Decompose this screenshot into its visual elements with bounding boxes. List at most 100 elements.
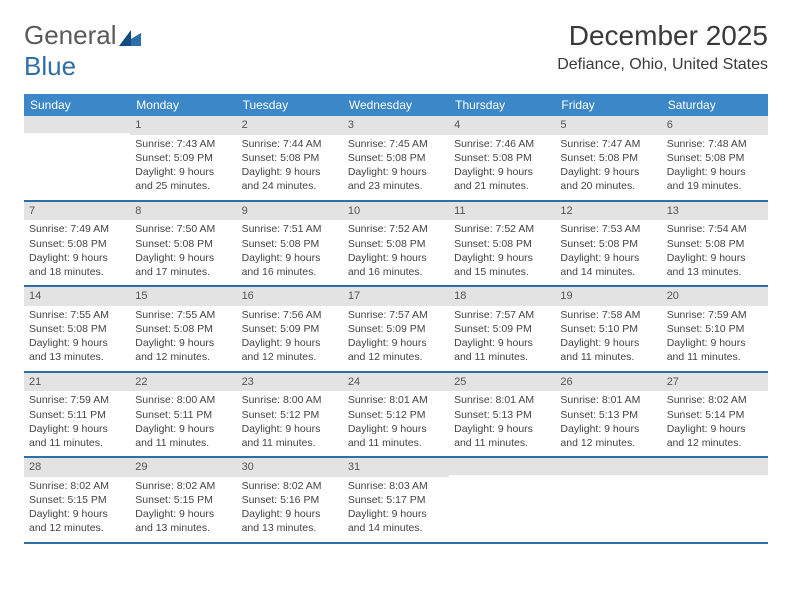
- day-number: 13: [662, 202, 768, 221]
- calendar-week-row: 14Sunrise: 7:55 AMSunset: 5:08 PMDayligh…: [24, 287, 768, 373]
- day-cell: 24Sunrise: 8:01 AMSunset: 5:12 PMDayligh…: [343, 373, 449, 457]
- day-number: 5: [555, 116, 661, 135]
- day-number: 1: [130, 116, 236, 135]
- day-number: 17: [343, 287, 449, 306]
- day-detail: Sunrise: 7:46 AMSunset: 5:08 PMDaylight:…: [449, 135, 555, 200]
- day-detail: Sunrise: 7:44 AMSunset: 5:08 PMDaylight:…: [237, 135, 343, 200]
- day-number: 29: [130, 458, 236, 477]
- day-detail: Sunrise: 8:01 AMSunset: 5:13 PMDaylight:…: [449, 391, 555, 456]
- day-cell: 15Sunrise: 7:55 AMSunset: 5:08 PMDayligh…: [130, 287, 236, 371]
- day-cell: 21Sunrise: 7:59 AMSunset: 5:11 PMDayligh…: [24, 373, 130, 457]
- day-number: 12: [555, 202, 661, 221]
- day-detail: Sunrise: 7:57 AMSunset: 5:09 PMDaylight:…: [449, 306, 555, 371]
- day-cell: 9Sunrise: 7:51 AMSunset: 5:08 PMDaylight…: [237, 202, 343, 286]
- day-cell: 22Sunrise: 8:00 AMSunset: 5:11 PMDayligh…: [130, 373, 236, 457]
- day-detail: Sunrise: 7:55 AMSunset: 5:08 PMDaylight:…: [130, 306, 236, 371]
- logo-mark-icon: [119, 22, 141, 53]
- day-cell: 13Sunrise: 7:54 AMSunset: 5:08 PMDayligh…: [662, 202, 768, 286]
- day-number: 23: [237, 373, 343, 392]
- day-number: 19: [555, 287, 661, 306]
- day-number: 24: [343, 373, 449, 392]
- day-cell: 25Sunrise: 8:01 AMSunset: 5:13 PMDayligh…: [449, 373, 555, 457]
- day-number: 31: [343, 458, 449, 477]
- weekday-header: Saturday: [662, 94, 768, 116]
- day-cell: [449, 458, 555, 542]
- day-detail: Sunrise: 7:52 AMSunset: 5:08 PMDaylight:…: [343, 220, 449, 285]
- day-cell: 12Sunrise: 7:53 AMSunset: 5:08 PMDayligh…: [555, 202, 661, 286]
- day-number: 15: [130, 287, 236, 306]
- weekday-header-row: SundayMondayTuesdayWednesdayThursdayFrid…: [24, 94, 768, 116]
- day-number: 20: [662, 287, 768, 306]
- weekday-header: Sunday: [24, 94, 130, 116]
- logo: GeneralBlue: [24, 20, 141, 82]
- calendar: SundayMondayTuesdayWednesdayThursdayFrid…: [24, 94, 768, 544]
- day-cell: 1Sunrise: 7:43 AMSunset: 5:09 PMDaylight…: [130, 116, 236, 200]
- day-cell: 16Sunrise: 7:56 AMSunset: 5:09 PMDayligh…: [237, 287, 343, 371]
- day-cell: 23Sunrise: 8:00 AMSunset: 5:12 PMDayligh…: [237, 373, 343, 457]
- day-detail: Sunrise: 7:55 AMSunset: 5:08 PMDaylight:…: [24, 306, 130, 371]
- day-detail: Sunrise: 7:56 AMSunset: 5:09 PMDaylight:…: [237, 306, 343, 371]
- logo-text-blue: Blue: [24, 51, 76, 81]
- calendar-week-row: 28Sunrise: 8:02 AMSunset: 5:15 PMDayligh…: [24, 458, 768, 544]
- day-number: 8: [130, 202, 236, 221]
- day-detail: Sunrise: 8:02 AMSunset: 5:14 PMDaylight:…: [662, 391, 768, 456]
- day-detail: Sunrise: 8:01 AMSunset: 5:12 PMDaylight:…: [343, 391, 449, 456]
- day-detail: Sunrise: 7:50 AMSunset: 5:08 PMDaylight:…: [130, 220, 236, 285]
- day-cell: 14Sunrise: 7:55 AMSunset: 5:08 PMDayligh…: [24, 287, 130, 371]
- day-detail: Sunrise: 7:53 AMSunset: 5:08 PMDaylight:…: [555, 220, 661, 285]
- day-detail: Sunrise: 8:02 AMSunset: 5:16 PMDaylight:…: [237, 477, 343, 542]
- day-cell: 4Sunrise: 7:46 AMSunset: 5:08 PMDaylight…: [449, 116, 555, 200]
- day-number: 27: [662, 373, 768, 392]
- day-cell: 10Sunrise: 7:52 AMSunset: 5:08 PMDayligh…: [343, 202, 449, 286]
- day-number: 28: [24, 458, 130, 477]
- day-detail: Sunrise: 8:00 AMSunset: 5:12 PMDaylight:…: [237, 391, 343, 456]
- day-cell: 7Sunrise: 7:49 AMSunset: 5:08 PMDaylight…: [24, 202, 130, 286]
- calendar-week-row: 1Sunrise: 7:43 AMSunset: 5:09 PMDaylight…: [24, 116, 768, 202]
- weekday-header: Tuesday: [237, 94, 343, 116]
- day-number: 11: [449, 202, 555, 221]
- logo-text-general: General: [24, 20, 117, 50]
- calendar-week-row: 21Sunrise: 7:59 AMSunset: 5:11 PMDayligh…: [24, 373, 768, 459]
- day-number: 3: [343, 116, 449, 135]
- day-cell: 5Sunrise: 7:47 AMSunset: 5:08 PMDaylight…: [555, 116, 661, 200]
- day-number: 30: [237, 458, 343, 477]
- day-cell: 6Sunrise: 7:48 AMSunset: 5:08 PMDaylight…: [662, 116, 768, 200]
- day-number: 26: [555, 373, 661, 392]
- day-detail: Sunrise: 7:54 AMSunset: 5:08 PMDaylight:…: [662, 220, 768, 285]
- day-number: 16: [237, 287, 343, 306]
- day-cell: 29Sunrise: 8:02 AMSunset: 5:15 PMDayligh…: [130, 458, 236, 542]
- day-number: [662, 458, 768, 475]
- day-cell: [662, 458, 768, 542]
- day-detail: Sunrise: 7:57 AMSunset: 5:09 PMDaylight:…: [343, 306, 449, 371]
- day-cell: 17Sunrise: 7:57 AMSunset: 5:09 PMDayligh…: [343, 287, 449, 371]
- day-detail: Sunrise: 8:00 AMSunset: 5:11 PMDaylight:…: [130, 391, 236, 456]
- day-detail: Sunrise: 8:02 AMSunset: 5:15 PMDaylight:…: [130, 477, 236, 542]
- day-cell: 11Sunrise: 7:52 AMSunset: 5:08 PMDayligh…: [449, 202, 555, 286]
- weekday-header: Wednesday: [343, 94, 449, 116]
- weekday-header: Monday: [130, 94, 236, 116]
- calendar-body: 1Sunrise: 7:43 AMSunset: 5:09 PMDaylight…: [24, 116, 768, 544]
- day-detail: Sunrise: 7:58 AMSunset: 5:10 PMDaylight:…: [555, 306, 661, 371]
- day-number: 9: [237, 202, 343, 221]
- day-detail: Sunrise: 7:47 AMSunset: 5:08 PMDaylight:…: [555, 135, 661, 200]
- location-text: Defiance, Ohio, United States: [557, 56, 768, 74]
- day-detail: Sunrise: 7:43 AMSunset: 5:09 PMDaylight:…: [130, 135, 236, 200]
- day-number: 18: [449, 287, 555, 306]
- day-detail: Sunrise: 7:48 AMSunset: 5:08 PMDaylight:…: [662, 135, 768, 200]
- day-detail: Sunrise: 7:52 AMSunset: 5:08 PMDaylight:…: [449, 220, 555, 285]
- calendar-week-row: 7Sunrise: 7:49 AMSunset: 5:08 PMDaylight…: [24, 202, 768, 288]
- day-number: 4: [449, 116, 555, 135]
- day-number: [449, 458, 555, 475]
- day-detail: Sunrise: 8:01 AMSunset: 5:13 PMDaylight:…: [555, 391, 661, 456]
- day-number: 14: [24, 287, 130, 306]
- day-detail: Sunrise: 7:59 AMSunset: 5:11 PMDaylight:…: [24, 391, 130, 456]
- day-detail: Sunrise: 7:49 AMSunset: 5:08 PMDaylight:…: [24, 220, 130, 285]
- day-detail: Sunrise: 7:45 AMSunset: 5:08 PMDaylight:…: [343, 135, 449, 200]
- day-number: 2: [237, 116, 343, 135]
- day-cell: 8Sunrise: 7:50 AMSunset: 5:08 PMDaylight…: [130, 202, 236, 286]
- day-number: [24, 116, 130, 133]
- day-number: 7: [24, 202, 130, 221]
- day-detail: Sunrise: 7:59 AMSunset: 5:10 PMDaylight:…: [662, 306, 768, 371]
- day-cell: 2Sunrise: 7:44 AMSunset: 5:08 PMDaylight…: [237, 116, 343, 200]
- day-cell: 19Sunrise: 7:58 AMSunset: 5:10 PMDayligh…: [555, 287, 661, 371]
